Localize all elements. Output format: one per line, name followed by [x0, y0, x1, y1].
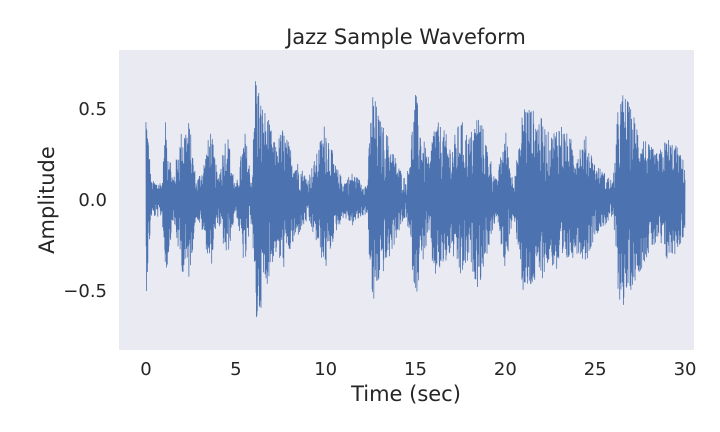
- y-tick-label: −0.5: [63, 281, 107, 302]
- x-axis-ticks: 0 5 10 15 20 25 30: [140, 359, 696, 380]
- x-tick-label: 5: [230, 359, 241, 380]
- x-tick-label: 20: [494, 359, 517, 380]
- x-tick-label: 10: [314, 359, 337, 380]
- y-tick-label: 0.0: [78, 190, 107, 211]
- waveform-series: [145, 81, 686, 318]
- x-tick-label: 25: [584, 359, 607, 380]
- x-tick-label: 0: [140, 359, 151, 380]
- y-axis-ticks: −0.5 0.0 0.5: [63, 99, 107, 302]
- y-axis-label: Amplitude: [35, 146, 59, 254]
- x-tick-label: 30: [674, 359, 697, 380]
- waveform-line: [145, 81, 686, 318]
- y-tick-label: 0.5: [78, 99, 107, 120]
- x-tick-label: 15: [404, 359, 427, 380]
- chart-title: Jazz Sample Waveform: [284, 25, 526, 49]
- x-axis-label: Time (sec): [350, 382, 461, 406]
